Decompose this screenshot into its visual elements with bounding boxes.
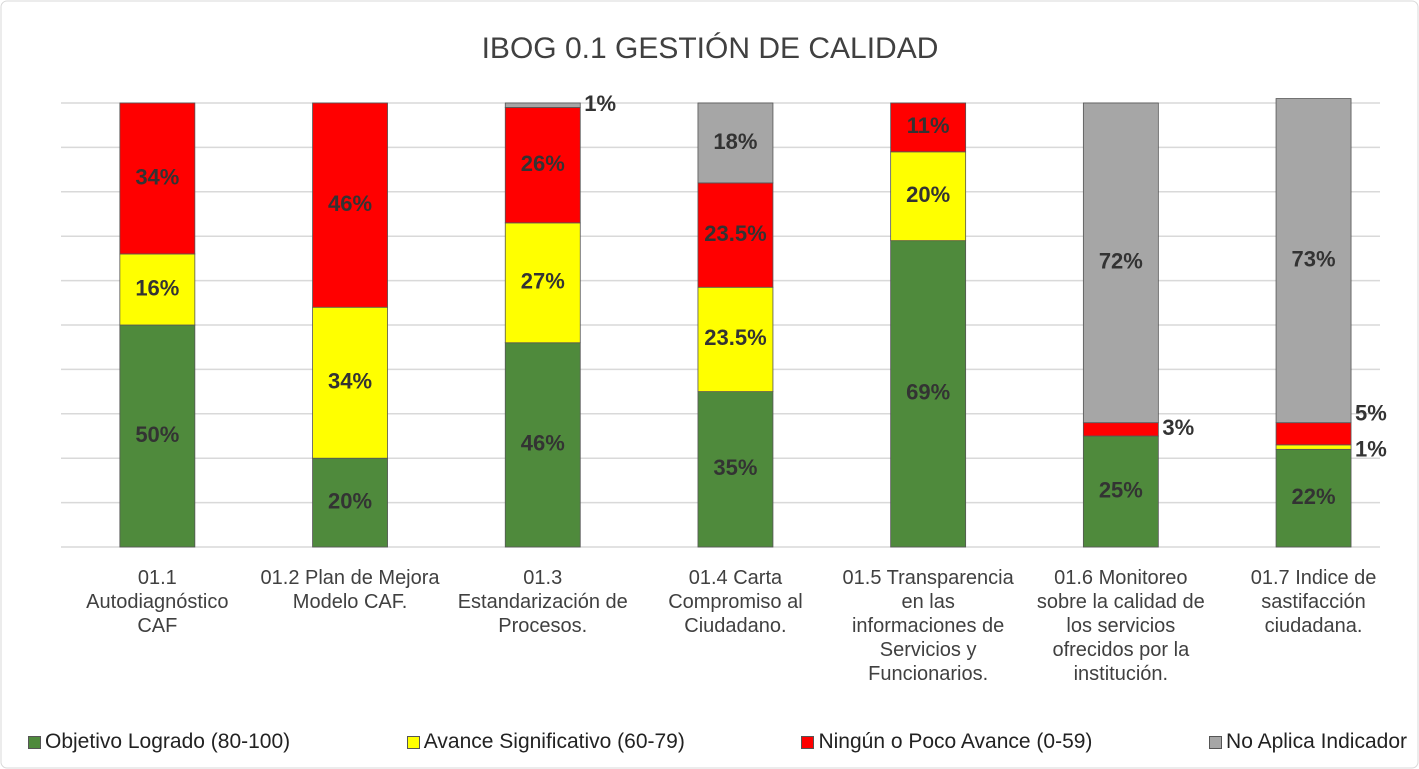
value-label: 50% [135, 422, 179, 447]
bar-segment [890, 151, 967, 242]
bar-segment [312, 457, 388, 548]
legend-swatch [801, 735, 815, 749]
legend: Objetivo Logrado (80-100) Avance Signific… [28, 730, 1407, 754]
x-tick-label: 01.1 Autodiagnóstico CAF [86, 567, 229, 637]
bar-segment [504, 342, 581, 548]
x-tick-label: 01.2 Plan de Mejora Modelo CAF. [260, 567, 440, 613]
bar-segment [1082, 422, 1159, 437]
legend-item: Objetivo Logrado (80-100) [28, 730, 290, 754]
bar-segment [312, 102, 388, 308]
bar-segment [504, 107, 581, 224]
value-label: 34% [135, 164, 179, 189]
legend-item: No Aplica Indicador [1209, 730, 1407, 754]
x-tick-label: 01.7 Indice de sastifacción ciudadana. [1250, 567, 1377, 637]
value-label: 1% [1355, 437, 1387, 462]
bar-segment [697, 102, 774, 184]
bar-segment [890, 102, 967, 153]
legend-swatch [28, 735, 41, 749]
legend-label: Avance Significativo (60-79) [423, 730, 685, 753]
value-label: 20% [906, 182, 950, 207]
bar-segment [1275, 448, 1352, 548]
value-label: 16% [135, 275, 179, 300]
bar-segment [1275, 422, 1352, 446]
x-tick-label: 01.6 Monitoreo sobre la calidad de los s… [1036, 567, 1205, 685]
value-label: 26% [521, 151, 565, 176]
value-label: 73% [1292, 246, 1336, 271]
value-label: 22% [1292, 484, 1336, 509]
legend-label: Ningún o Poco Avance (0-59) [818, 730, 1093, 753]
value-label: 25% [1099, 477, 1143, 502]
bar-segment [504, 222, 581, 344]
value-label: 69% [906, 380, 950, 405]
bar-segment [890, 240, 967, 548]
bar-segment [312, 306, 388, 459]
value-label: 46% [328, 191, 372, 216]
x-tick-label: 01.3 Estandarización de Procesos. [457, 567, 628, 637]
value-label: 23.5% [704, 325, 766, 350]
legend-item: Ningún o Poco Avance (0-59) [801, 730, 1092, 754]
bar-segment [119, 102, 196, 255]
bar-segment [697, 286, 774, 393]
value-label: 27% [521, 269, 565, 294]
legend-label: No Aplica Indicador [1226, 730, 1407, 753]
x-tick-label: 01.4 Carta Compromiso al Ciudadano. [668, 567, 803, 637]
value-label: 23.5% [704, 221, 766, 246]
value-label: 72% [1099, 249, 1143, 274]
value-label: 5% [1355, 400, 1387, 425]
legend-label: Objetivo Logrado (80-100) [45, 730, 291, 753]
x-tick-label: 01.5 Transparencia en las informaciones … [842, 567, 1014, 685]
bar-segment [697, 182, 774, 288]
value-label: 11% [907, 113, 950, 138]
value-label: 1% [584, 91, 616, 116]
bar-segment [1082, 102, 1159, 424]
legend-item: Avance Significativo (60-79) [406, 730, 685, 754]
bar-segment [504, 102, 581, 108]
value-label: 18% [713, 129, 757, 154]
value-label: 35% [713, 455, 757, 480]
legend-swatch [1209, 735, 1223, 749]
value-label: 3% [1162, 415, 1194, 440]
value-label: 46% [521, 431, 565, 456]
bar-segment [1082, 435, 1159, 548]
bar-segment [697, 391, 774, 548]
legend-swatch [406, 735, 420, 749]
value-label: 34% [328, 369, 372, 394]
bar-segment [119, 324, 196, 548]
bar-segment [1275, 444, 1352, 450]
bar-segment [119, 253, 196, 326]
value-label: 20% [328, 488, 372, 513]
chart-title: IBOG 0.1 GESTIÓN DE CALIDAD [482, 32, 939, 65]
bar-segment [1275, 98, 1352, 424]
